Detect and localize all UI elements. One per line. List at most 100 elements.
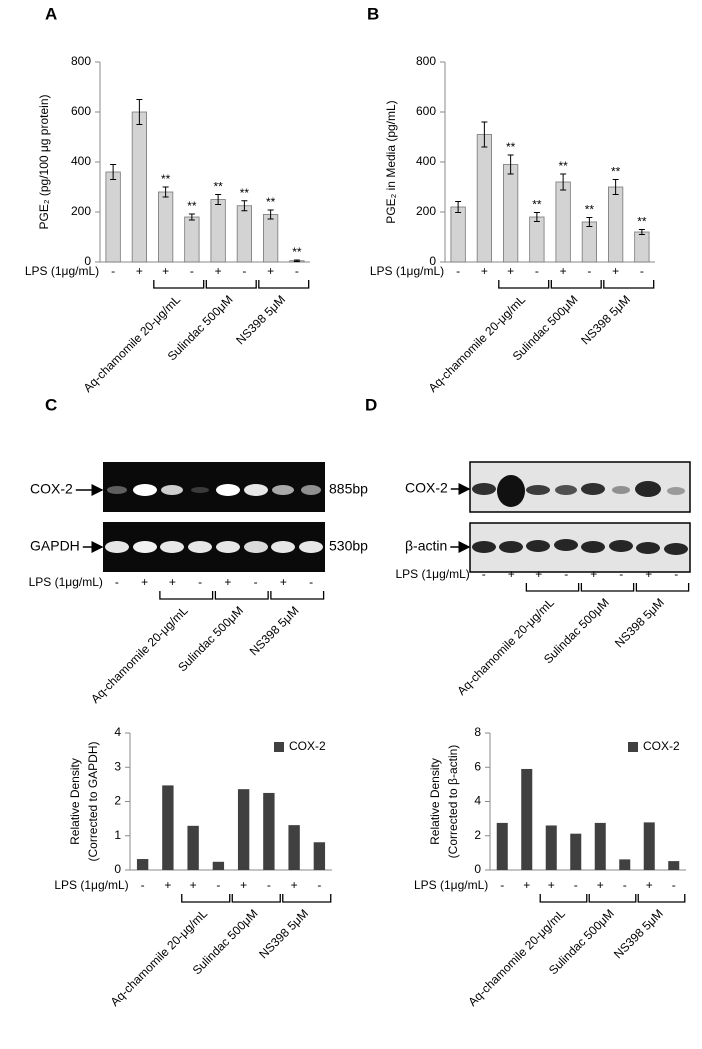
lps-sign: + [508,567,515,581]
group-bracket [635,583,690,592]
significance: ** [240,186,250,200]
bar [236,205,252,263]
significance: ** [532,198,542,212]
bar [619,859,631,870]
panel-letter: C [45,395,57,414]
lps-sign: - [141,878,145,892]
lps-sign: - [482,567,486,581]
lps-sign: + [190,878,197,892]
group-bracket [153,280,205,289]
significance: ** [292,245,302,259]
y-tick-label: 600 [71,104,91,118]
bar [162,785,174,870]
group-label: NS398 5μM [612,595,667,650]
lps-label: LPS (1μg/mL) [29,575,103,589]
bar [450,206,466,263]
lps-sign: + [267,264,274,278]
bar [668,861,680,870]
y-tick-label: 4 [474,794,481,808]
lps-sign: - [309,575,313,589]
y-tick-label: 2 [474,828,481,842]
legend-label: COX-2 [643,739,680,753]
significance: ** [506,140,516,154]
group-bracket [550,280,602,289]
y-tick-label: 8 [474,725,481,739]
panel-letter: B [367,4,379,23]
group-bracket [588,894,637,903]
bar [521,768,533,870]
group-label: Aq-chamomile 20-μg/mL [465,906,568,1009]
bar [496,822,508,870]
lps-sign: + [240,878,247,892]
group-label: Aq-chamomile 20-μg/mL [108,906,211,1009]
lps-sign: - [115,575,119,589]
bar [476,134,492,263]
bar [105,171,121,263]
error-bar [612,179,619,195]
error-bar [481,121,488,148]
lps-sign: - [587,264,591,278]
lps-sign: + [548,878,555,892]
error-bar [110,164,117,180]
group-label: Aq-chamomile 20-μg/mL [81,292,184,395]
error-bar [215,194,222,205]
y-axis-label: PGE₂ in Media (pg/mL) [384,100,398,223]
lps-sign: - [674,567,678,581]
lps-sign: - [640,264,644,278]
lps-sign: + [141,575,148,589]
error-bar [162,186,169,198]
bar [581,221,597,263]
bar [634,231,650,263]
lps-sign: + [612,264,619,278]
error-bar [241,200,248,212]
legend-swatch [274,742,284,752]
significance: ** [558,159,568,173]
error-bar [267,209,274,220]
error-bar [507,154,514,175]
group-bracket [214,591,269,600]
lps-sign: - [111,264,115,278]
lps-sign: - [672,878,676,892]
error-bar [586,217,593,227]
lps-sign: - [500,878,504,892]
group-bracket [580,583,635,592]
bar [184,216,200,263]
lps-sign: + [535,567,542,581]
y-tick-label: 4 [114,725,121,739]
blot-row-label: COX-2 [405,480,448,496]
band-size: 530bp [329,538,368,554]
bar [136,859,149,870]
lps-sign: - [619,567,623,581]
bar [643,822,655,870]
y-tick-label: 3 [114,759,121,773]
y-tick-label: 800 [416,54,436,68]
significance: ** [611,165,621,179]
bar [313,842,326,870]
group-bracket [637,894,686,903]
lps-sign: - [535,264,539,278]
bar [263,792,275,870]
group-bracket [258,280,310,289]
error-bar [136,99,143,125]
error-bar [560,173,567,191]
bar [237,789,250,870]
significance: ** [161,172,171,186]
band-size: 885bp [329,481,368,497]
lps-label: LPS (1μg/mL) [370,264,444,278]
significance: ** [585,203,595,217]
lps-sign: - [190,264,194,278]
significance: ** [637,215,647,229]
group-bracket [181,894,231,903]
y-tick-label: 600 [416,104,436,118]
y-tick-label: 200 [71,204,91,218]
y-axis-label: PGE₂ (pg/100 μg protein) [37,95,51,230]
lps-sign: - [216,878,220,892]
error-bar [533,212,540,222]
lps-sign: + [224,575,231,589]
y-tick-label: 200 [416,204,436,218]
bar [210,199,226,263]
gel-d [469,461,691,573]
lps-sign: + [590,567,597,581]
y-tick-label: 6 [474,759,481,773]
